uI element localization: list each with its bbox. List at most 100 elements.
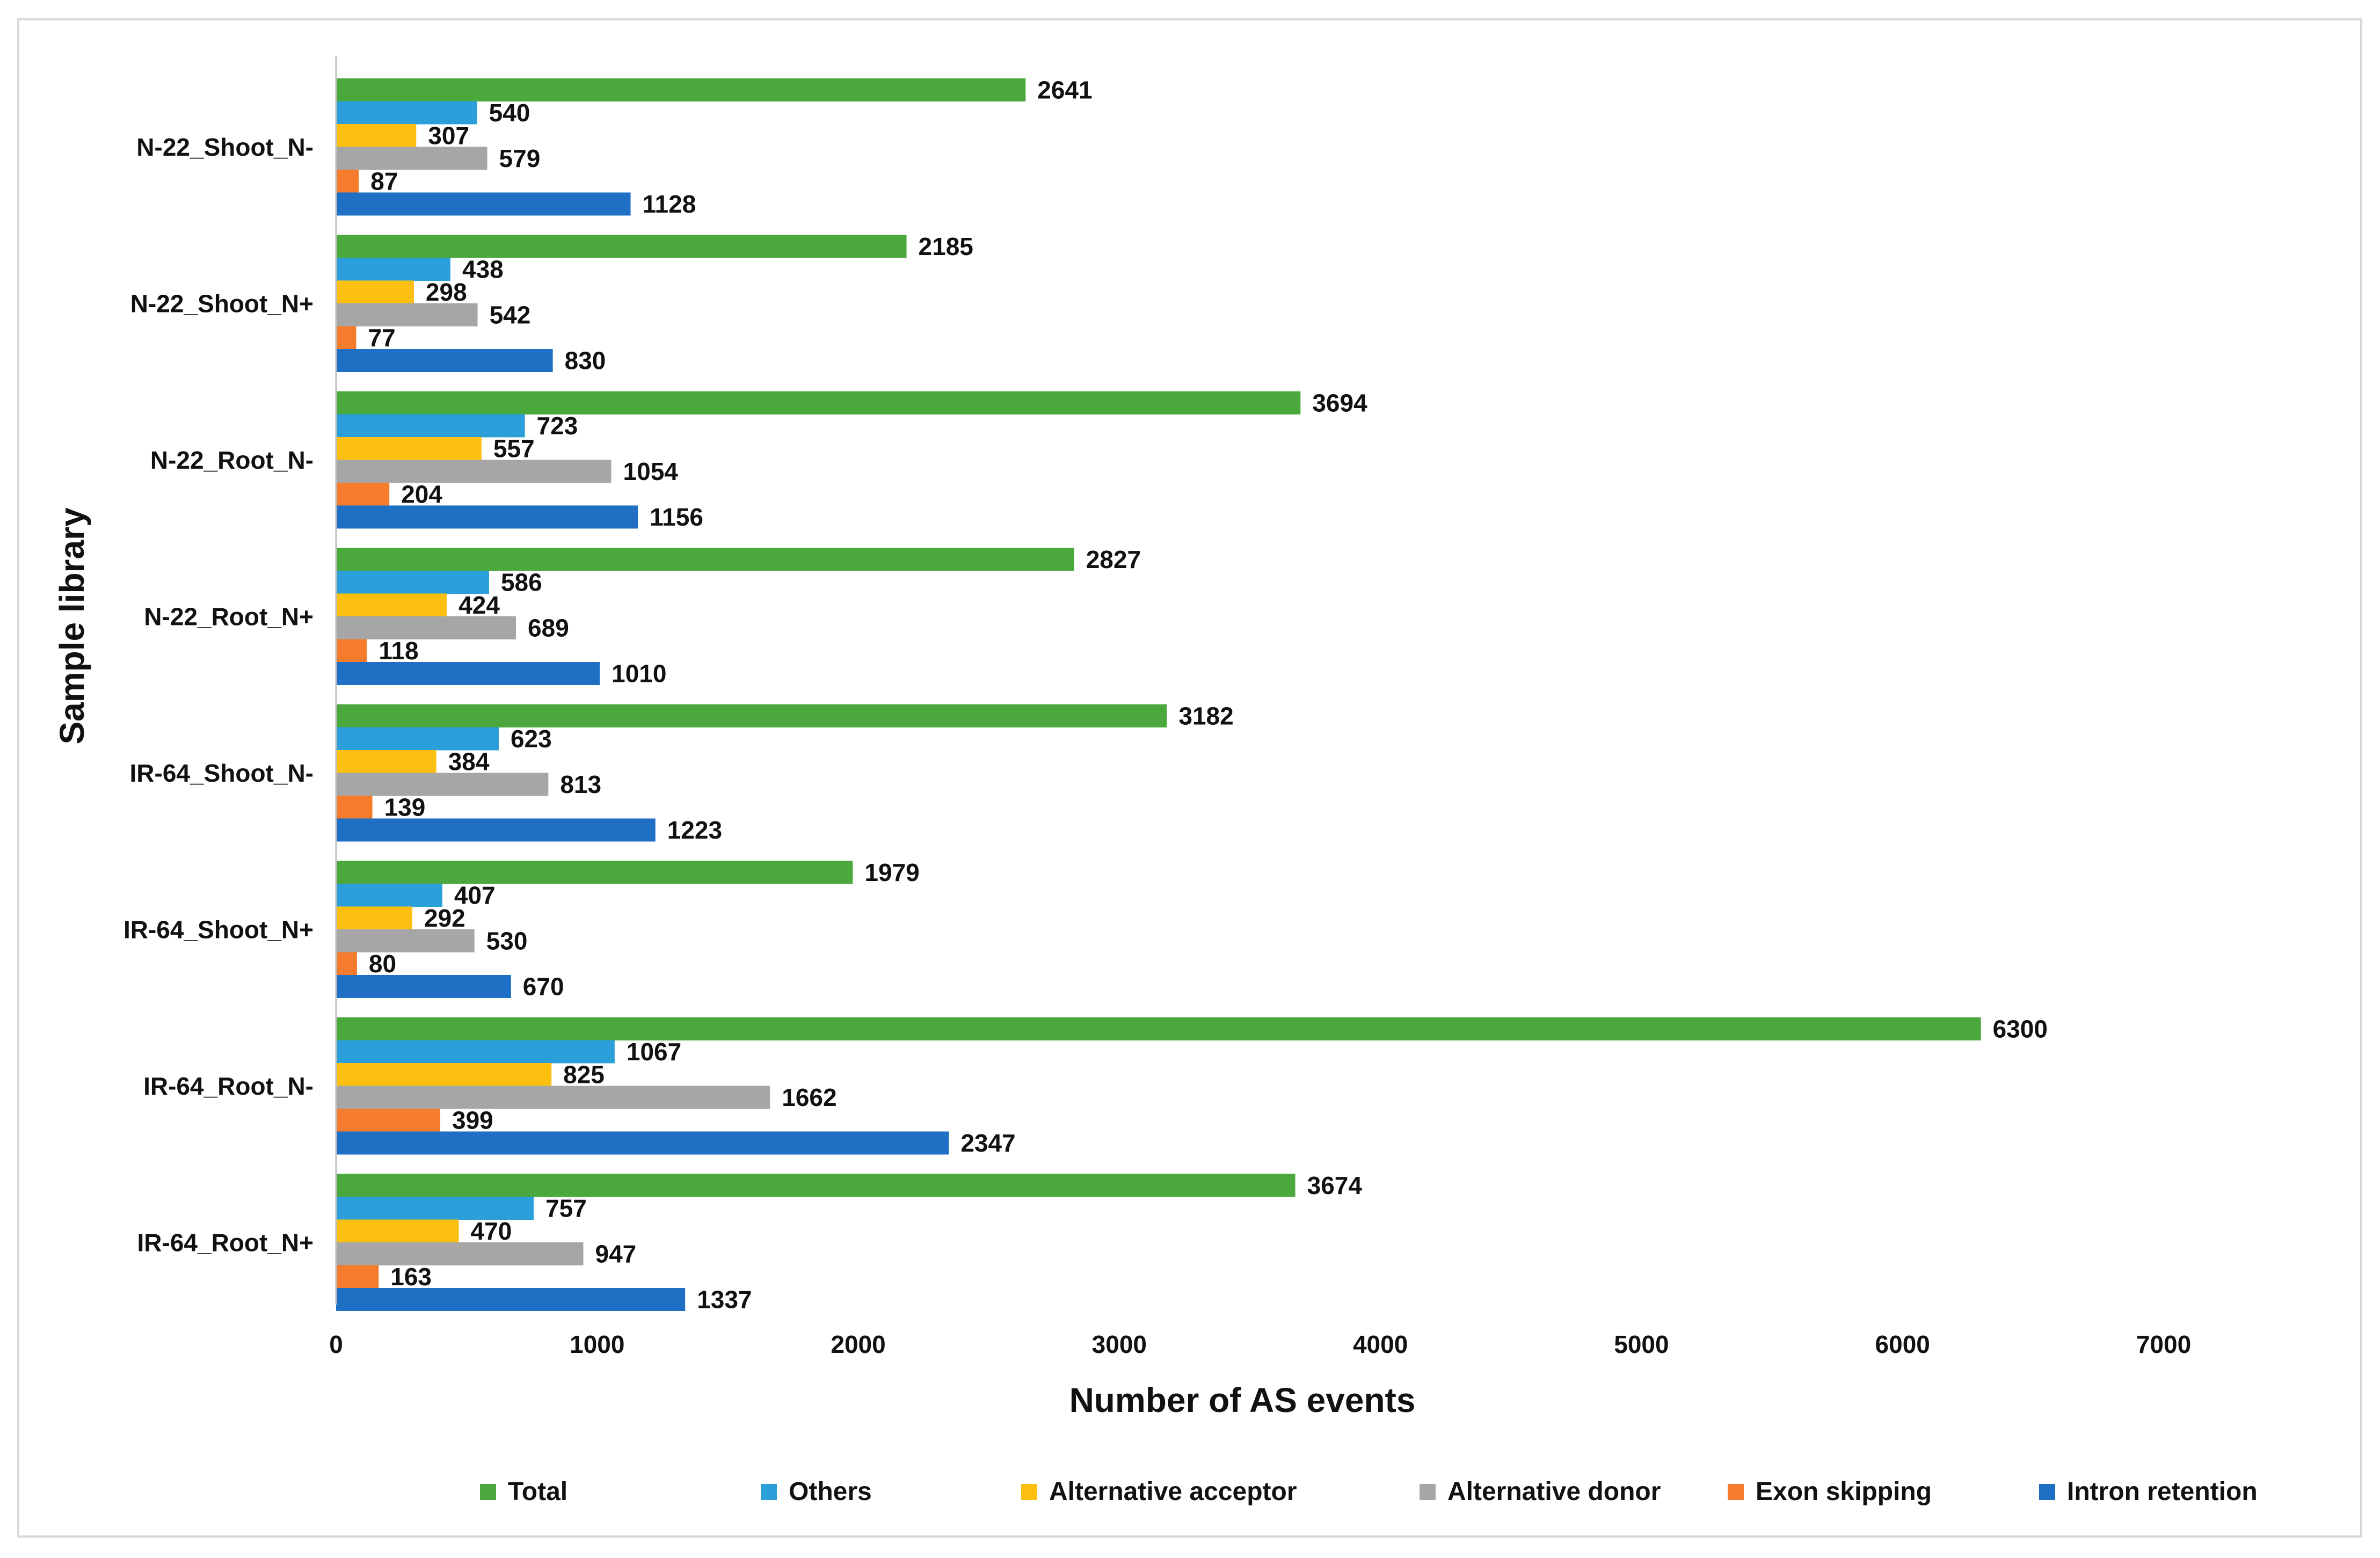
x-tick-label: 4000 [1353, 1330, 1408, 1358]
bar [336, 1109, 441, 1132]
bar [336, 906, 412, 930]
bar [336, 1017, 1981, 1040]
legend-swatch [1420, 1484, 1436, 1500]
data-label: 689 [528, 614, 569, 642]
data-label: 670 [523, 973, 564, 1001]
data-label: 1067 [627, 1038, 681, 1066]
data-label: 470 [471, 1217, 512, 1245]
bar [336, 884, 442, 907]
data-label: 438 [462, 256, 504, 283]
legend-label: Intron retention [2067, 1477, 2258, 1506]
bar [336, 662, 600, 685]
bar [336, 1174, 1295, 1197]
legend: Total Others Alternative acceptor Alternati… [480, 1477, 2258, 1506]
data-label: 298 [426, 278, 467, 306]
data-label: 139 [384, 793, 426, 821]
data-label: 2347 [960, 1129, 1015, 1157]
legend-swatch [1021, 1484, 1037, 1500]
legend-swatch [2039, 1484, 2055, 1500]
bar [336, 1040, 615, 1064]
bar [336, 548, 1074, 571]
data-label: 3182 [1178, 702, 1233, 730]
legend-item: Alternative donor [1420, 1477, 1661, 1506]
bar [336, 1197, 534, 1220]
legend-label: Total [508, 1477, 567, 1506]
data-label: 1054 [623, 457, 679, 485]
bar [336, 1288, 686, 1311]
bar [336, 861, 853, 884]
bar [336, 1219, 459, 1243]
category-label: N-22_Root_N+ [144, 602, 314, 630]
category-label: N-22_Root_N- [150, 446, 314, 474]
bar [336, 929, 475, 952]
data-label: 2827 [1086, 545, 1141, 573]
bar [336, 391, 1301, 414]
bar [336, 258, 450, 281]
category-label: IR-64_Shoot_N+ [123, 915, 314, 943]
data-label: 87 [370, 168, 398, 195]
data-label: 947 [595, 1240, 637, 1268]
bar [336, 170, 359, 193]
legend-swatch [480, 1484, 496, 1500]
data-label: 542 [490, 301, 531, 329]
bar [336, 124, 417, 147]
bar [336, 147, 487, 170]
legend-item: Intron retention [2039, 1477, 2258, 1506]
data-label: 163 [390, 1263, 432, 1291]
bar [336, 1063, 552, 1086]
category-label: IR-64_Root_N+ [137, 1228, 314, 1256]
data-label: 399 [452, 1106, 493, 1134]
bar [336, 326, 356, 350]
bar [336, 773, 549, 796]
data-label: 307 [428, 122, 469, 150]
bar [336, 460, 612, 483]
bar [336, 1086, 770, 1109]
data-label: 384 [448, 748, 490, 776]
data-label: 77 [368, 324, 395, 352]
data-label: 3674 [1307, 1171, 1363, 1199]
data-label: 292 [424, 904, 465, 932]
data-label: 530 [486, 927, 528, 955]
bar [336, 616, 516, 639]
x-axis-title: Number of AS events [1069, 1381, 1416, 1419]
bar [336, 235, 907, 258]
data-label: 830 [565, 347, 606, 375]
category-label: IR-64_Shoot_N- [130, 759, 314, 787]
bar [336, 727, 499, 751]
data-label: 723 [537, 412, 578, 440]
data-label: 1010 [612, 660, 666, 688]
legend-item: Alternative acceptor [1021, 1477, 1297, 1506]
data-label: 586 [501, 569, 542, 596]
x-tick-label: 2000 [831, 1330, 885, 1358]
bar [336, 975, 511, 998]
bar [336, 750, 436, 773]
data-label: 407 [454, 882, 496, 909]
chart-frame: 2641 540 307 579 87 1128 2185 438 298 542 77 830 369… [17, 18, 2362, 1538]
data-label: 1223 [667, 816, 722, 844]
bar [336, 1265, 379, 1288]
legend-label: Exon skipping [1756, 1477, 1932, 1506]
bar [336, 280, 414, 304]
bar [336, 437, 482, 460]
category-label: N-22_Shoot_N+ [130, 289, 314, 317]
legend-swatch [1728, 1484, 1744, 1500]
category-labels: N-22_Shoot_N- N-22_Shoot_N+ N-22_Root_N- N-… [123, 133, 314, 1257]
y-axis-title: Sample library [53, 507, 91, 745]
data-label: 204 [401, 480, 442, 508]
data-label: 623 [511, 725, 552, 753]
bar [336, 483, 390, 506]
data-label: 540 [489, 99, 530, 127]
data-label: 80 [369, 950, 396, 978]
bar [336, 796, 373, 819]
bar [336, 818, 656, 842]
data-label: 825 [563, 1061, 605, 1089]
bar [336, 414, 525, 438]
bar [336, 639, 367, 662]
x-tick-label: 7000 [2136, 1330, 2191, 1358]
data-label: 1662 [782, 1083, 836, 1111]
bar [336, 593, 447, 617]
category-label: IR-64_Root_N- [143, 1072, 314, 1100]
data-label: 6300 [1993, 1015, 2048, 1043]
data-label: 424 [458, 591, 500, 619]
